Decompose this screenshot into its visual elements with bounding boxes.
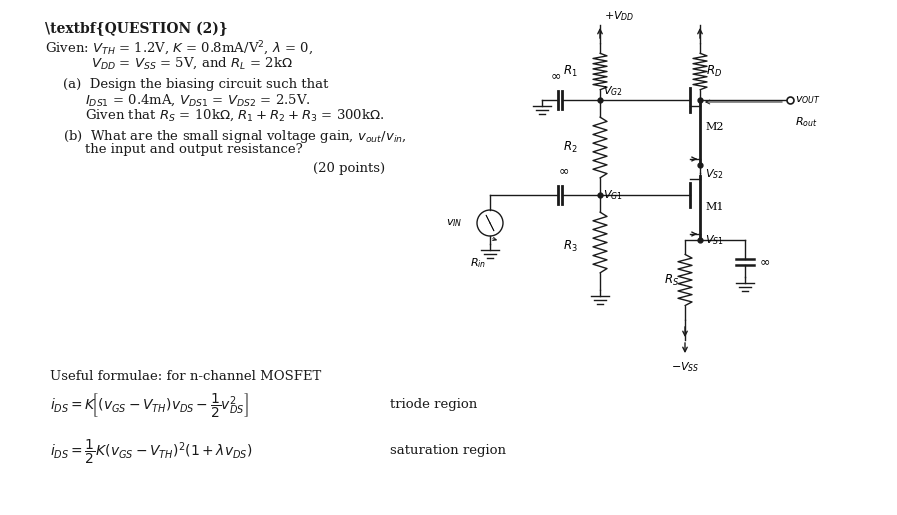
Text: $R_S$: $R_S$ (664, 272, 679, 287)
Text: triode region: triode region (390, 398, 477, 411)
Text: (a)  Design the biasing circuit such that: (a) Design the biasing circuit such that (63, 78, 328, 91)
Text: $+V_{DD}$: $+V_{DD}$ (604, 9, 634, 23)
Text: saturation region: saturation region (390, 444, 506, 457)
Text: Useful formulae: for n-channel MOSFET: Useful formulae: for n-channel MOSFET (50, 370, 321, 383)
Text: (b)  What are the small signal voltage gain, $v_{out}/v_{in}$,: (b) What are the small signal voltage ga… (63, 128, 406, 145)
Text: $-V_{SS}$: $-V_{SS}$ (671, 360, 700, 374)
Text: \textbf{QUESTION (2)}: \textbf{QUESTION (2)} (45, 22, 228, 36)
Text: $V_{S1}$: $V_{S1}$ (705, 233, 724, 247)
Text: M2: M2 (705, 123, 724, 132)
Text: $\infty$: $\infty$ (759, 255, 771, 268)
Text: (20 points): (20 points) (313, 162, 385, 175)
Text: $V_{S2}$: $V_{S2}$ (705, 167, 724, 181)
Text: $R_3$: $R_3$ (563, 239, 578, 254)
Text: the input and output resistance?: the input and output resistance? (85, 143, 303, 156)
Text: Given: $V_{TH}$ = 1.2V, $K$ = 0.8mA/V$^2$, $\lambda$ = 0,: Given: $V_{TH}$ = 1.2V, $K$ = 0.8mA/V$^2… (45, 40, 313, 58)
Text: $I_{DS1}$ = 0.4mA, $V_{DS1}$ = $V_{DS2}$ = 2.5V.: $I_{DS1}$ = 0.4mA, $V_{DS1}$ = $V_{DS2}$… (85, 93, 310, 109)
Text: $R_{in}$: $R_{in}$ (470, 256, 486, 270)
Text: $v_{IN}$: $v_{IN}$ (446, 217, 462, 229)
Text: $i_{DS} = \dfrac{1}{2}K(v_{GS}-V_{TH})^2(1+\lambda v_{DS})$: $i_{DS} = \dfrac{1}{2}K(v_{GS}-V_{TH})^2… (50, 438, 253, 467)
Text: $v_{OUT}$: $v_{OUT}$ (795, 94, 821, 106)
Text: $R_1$: $R_1$ (563, 64, 578, 79)
Text: $V_{G1}$: $V_{G1}$ (603, 188, 623, 202)
Text: $V_{G2}$: $V_{G2}$ (603, 84, 623, 98)
Text: $\infty$: $\infty$ (559, 164, 570, 177)
Text: $\infty$: $\infty$ (551, 69, 562, 82)
Text: $R_2$: $R_2$ (563, 140, 578, 155)
Text: $V_{DD}$ = $V_{SS}$ = 5V, and $R_L$ = 2k$\Omega$: $V_{DD}$ = $V_{SS}$ = 5V, and $R_L$ = 2k… (91, 56, 292, 72)
Text: Given that $R_S$ = 10k$\Omega$, $R_1 + R_2 + R_3$ = 300k$\Omega$.: Given that $R_S$ = 10k$\Omega$, $R_1 + R… (85, 108, 385, 124)
Text: M1: M1 (705, 201, 724, 212)
Text: $R_{out}$: $R_{out}$ (795, 115, 818, 129)
Text: $R_D$: $R_D$ (706, 64, 722, 79)
Text: $i_{DS} = K\!\left[(v_{GS}-V_{TH})v_{DS}-\dfrac{1}{2}v^2_{DS}\right]$: $i_{DS} = K\!\left[(v_{GS}-V_{TH})v_{DS}… (50, 392, 248, 420)
